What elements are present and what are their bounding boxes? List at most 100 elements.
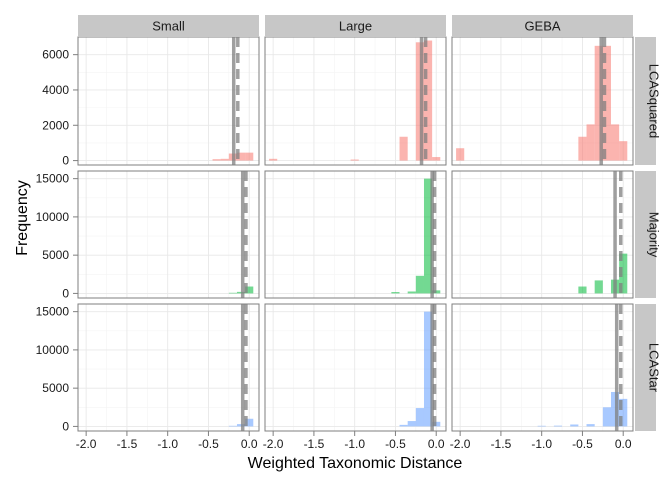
- x-tick-label: 0.0: [615, 437, 632, 451]
- histogram-bar: [269, 158, 278, 161]
- histogram-bar: [245, 152, 254, 161]
- x-tick-label: 0.0: [241, 437, 258, 451]
- panel-majority-small: [77, 170, 260, 299]
- x-tick-label: -0.5: [198, 437, 219, 451]
- panel-lcastar-large: [264, 303, 447, 432]
- histogram-bar: [423, 178, 433, 294]
- histogram-bar: [586, 124, 595, 161]
- y-tick-label: 0: [62, 286, 69, 300]
- histogram-bar: [619, 141, 628, 161]
- column-strip-label-geba: GEBA: [524, 19, 560, 34]
- histogram-bar: [602, 407, 611, 427]
- panel-border: [451, 170, 634, 299]
- histogram-bar: [228, 425, 237, 427]
- panel-lcasquared-geba: [451, 36, 634, 166]
- panel-border: [264, 170, 447, 299]
- panel-border: [451, 303, 634, 432]
- row-strip-label-majority: Majority: [647, 212, 662, 258]
- column-strip-small: [78, 15, 259, 37]
- panel-majority-geba: [451, 170, 634, 299]
- x-tick-label: 0.0: [428, 437, 445, 451]
- panel-background: [452, 171, 633, 298]
- x-tick-label: -0.5: [572, 437, 593, 451]
- histogram-bar: [602, 45, 611, 161]
- panel-lcasquared-small: [77, 36, 260, 166]
- row-strip-lcastar: [635, 304, 656, 431]
- x-tick-label: -2.0: [263, 437, 284, 451]
- panel-background: [78, 37, 259, 165]
- x-tick-label: -1.5: [304, 437, 325, 451]
- x-axis-title: Weighted Taxonomic Distance: [248, 455, 463, 472]
- labels-layer: Small Large GEBA LCASquared Majority LCAStar 0…: [36, 15, 662, 451]
- x-tick-label: -2.0: [76, 437, 97, 451]
- panel-background: [78, 304, 259, 431]
- histogram-bar: [423, 311, 433, 427]
- row-strip-lcasquared: [635, 37, 656, 165]
- column-strip-large: [265, 15, 446, 37]
- histogram-bar: [407, 291, 416, 294]
- histogram-bar: [456, 148, 465, 161]
- histogram-bar: [236, 152, 246, 161]
- x-tick-label: -2.0: [450, 437, 471, 451]
- histogram-bar: [220, 158, 229, 161]
- panel-border: [264, 303, 447, 432]
- histogram-bar: [228, 292, 237, 294]
- histogram-bar: [619, 253, 628, 294]
- y-tick-label: 5000: [42, 381, 69, 395]
- x-tick-label: -1.5: [117, 437, 138, 451]
- y-tick-label: 0: [62, 154, 69, 168]
- x-tick-label: -1.0: [531, 437, 552, 451]
- histogram-bar: [537, 425, 546, 427]
- panel-lcasquared-large: [264, 36, 447, 166]
- panel-lcastar-small: [77, 303, 260, 432]
- histogram-bar: [594, 45, 603, 161]
- histogram-bar: [578, 286, 587, 294]
- y-tick-label: 0: [62, 419, 69, 433]
- histogram-bar: [586, 424, 595, 427]
- histogram-bar: [407, 421, 416, 427]
- y-tick-label: 15000: [36, 172, 70, 186]
- histogram-bar: [212, 159, 221, 161]
- row-strip-label-lcasquared: LCASquared: [647, 64, 662, 138]
- histogram-bar: [399, 136, 408, 161]
- histogram-bar: [415, 408, 424, 427]
- histogram-bar: [391, 292, 400, 294]
- x-tick-label: -0.5: [385, 437, 406, 451]
- histogram-bar: [619, 398, 628, 427]
- x-tick-label: -1.0: [344, 437, 365, 451]
- y-axis-title: Frequency: [14, 180, 31, 256]
- panel-background: [78, 171, 259, 298]
- y-tick-label: 4000: [42, 83, 69, 97]
- y-tick-label: 2000: [42, 118, 69, 132]
- histogram-bar: [415, 275, 424, 294]
- histogram-bar: [245, 286, 254, 294]
- panel-lcastar-geba: [451, 303, 634, 432]
- column-strip-label-large: Large: [339, 19, 372, 34]
- y-tick-label: 15000: [36, 305, 70, 319]
- histogram-bar: [399, 424, 408, 427]
- column-strip-label-small: Small: [152, 19, 185, 34]
- y-tick-label: 10000: [36, 343, 70, 357]
- x-tick-label: -1.5: [491, 437, 512, 451]
- panel-border: [77, 170, 260, 299]
- panels-layer: [77, 36, 634, 432]
- histogram-bar: [594, 280, 603, 294]
- x-tick-label: -1.0: [157, 437, 178, 451]
- row-strip-majority: [635, 171, 656, 298]
- histogram-bar: [350, 159, 359, 161]
- y-tick-label: 5000: [42, 248, 69, 262]
- histogram-bar: [578, 136, 587, 161]
- panel-majority-large: [264, 170, 447, 299]
- histogram-bar: [553, 425, 563, 427]
- histogram-bar: [245, 418, 254, 427]
- histogram-bar: [423, 40, 433, 161]
- row-strip-label-lcastar: LCAStar: [647, 343, 662, 393]
- histogram-bar: [432, 157, 441, 161]
- histogram-bar: [570, 424, 579, 427]
- column-strip-geba: [452, 15, 633, 37]
- y-tick-label: 6000: [42, 48, 69, 62]
- histogram-bar: [610, 124, 620, 161]
- y-tick-label: 10000: [36, 210, 70, 224]
- panel-border: [77, 303, 260, 432]
